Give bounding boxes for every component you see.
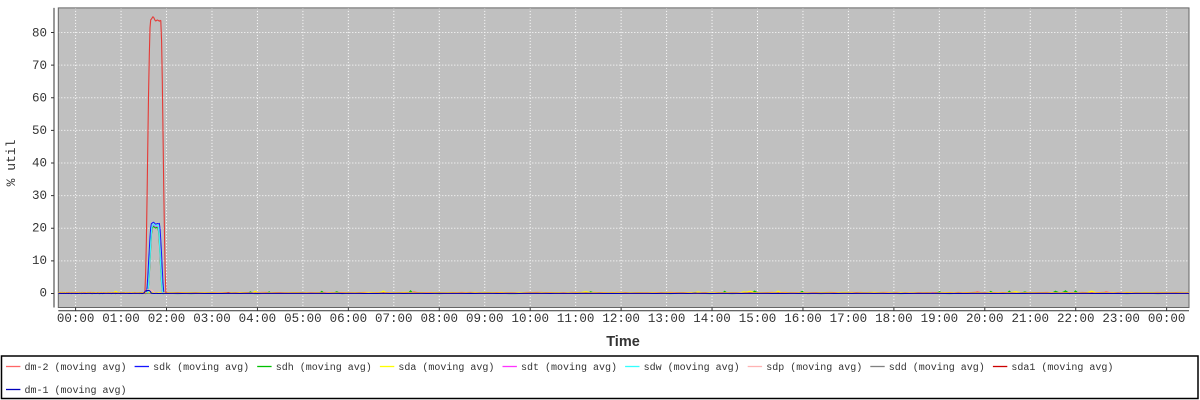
svg-text:02:00: 02:00 — [148, 312, 186, 326]
svg-text:10: 10 — [32, 254, 47, 268]
svg-text:sdp (moving avg): sdp (moving avg) — [766, 362, 862, 374]
svg-text:11:00: 11:00 — [557, 312, 595, 326]
svg-text:20:00: 20:00 — [966, 312, 1004, 326]
svg-text:sdw (moving avg): sdw (moving avg) — [644, 362, 740, 374]
svg-text:07:00: 07:00 — [375, 312, 413, 326]
svg-text:sdd (moving avg): sdd (moving avg) — [889, 362, 985, 374]
svg-text:12:00: 12:00 — [602, 312, 640, 326]
svg-text:80: 80 — [32, 27, 47, 41]
svg-text:14:00: 14:00 — [693, 312, 731, 326]
svg-text:60: 60 — [32, 92, 47, 106]
svg-text:09:00: 09:00 — [466, 312, 504, 326]
svg-text:21:00: 21:00 — [1012, 312, 1050, 326]
svg-text:23:00: 23:00 — [1102, 312, 1140, 326]
svg-text:15:00: 15:00 — [739, 312, 777, 326]
svg-text:03:00: 03:00 — [193, 312, 231, 326]
svg-text:19:00: 19:00 — [921, 312, 959, 326]
svg-text:10:00: 10:00 — [511, 312, 549, 326]
svg-text:17:00: 17:00 — [830, 312, 868, 326]
svg-text:20: 20 — [32, 222, 47, 236]
svg-text:40: 40 — [32, 157, 47, 171]
svg-text:sdh (moving avg): sdh (moving avg) — [276, 362, 372, 374]
svg-text:16:00: 16:00 — [784, 312, 822, 326]
svg-text:sdt (moving avg): sdt (moving avg) — [521, 362, 617, 374]
svg-text:% util: % util — [4, 139, 19, 186]
svg-text:13:00: 13:00 — [648, 312, 686, 326]
svg-text:70: 70 — [32, 59, 47, 73]
svg-text:22:00: 22:00 — [1057, 312, 1095, 326]
svg-text:08:00: 08:00 — [421, 312, 459, 326]
svg-text:dm-1 (moving avg): dm-1 (moving avg) — [25, 385, 127, 397]
svg-text:01:00: 01:00 — [102, 312, 140, 326]
svg-text:50: 50 — [32, 124, 47, 138]
svg-text:sda (moving avg): sda (moving avg) — [398, 362, 494, 374]
svg-text:sda1 (moving avg): sda1 (moving avg) — [1011, 362, 1113, 374]
svg-text:00:00: 00:00 — [1148, 312, 1186, 326]
svg-text:dm-2 (moving avg): dm-2 (moving avg) — [25, 362, 127, 374]
svg-text:05:00: 05:00 — [284, 312, 322, 326]
svg-text:0: 0 — [39, 287, 47, 301]
svg-text:sdk (moving avg): sdk (moving avg) — [153, 362, 249, 374]
svg-text:00:00: 00:00 — [57, 312, 95, 326]
svg-text:04:00: 04:00 — [239, 312, 277, 326]
svg-text:30: 30 — [32, 189, 47, 203]
svg-text:18:00: 18:00 — [875, 312, 913, 326]
svg-text:Time: Time — [606, 334, 640, 350]
svg-text:06:00: 06:00 — [330, 312, 368, 326]
